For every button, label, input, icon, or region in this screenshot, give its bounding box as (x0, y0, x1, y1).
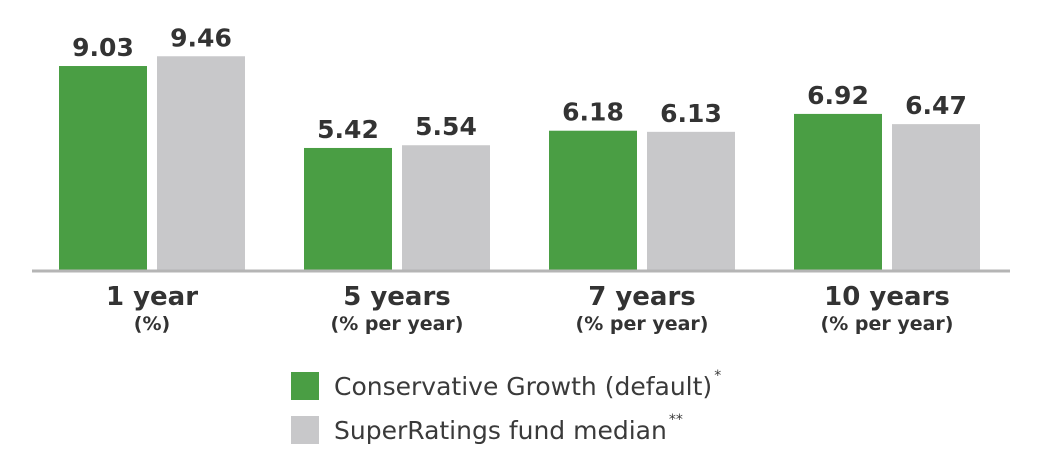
category-label-4: 10 years (824, 282, 950, 312)
legend-marker-series-1: * (714, 367, 722, 384)
data-label-2-4: 6.47 (905, 91, 967, 120)
category-label-1: 1 year (106, 282, 198, 312)
legend: Conservative Growth (default) * SuperRati… (291, 366, 721, 454)
bar-2-4 (892, 124, 980, 271)
legend-label-series-2: SuperRatings fund median ** (334, 412, 683, 445)
category-sublabel-4: (% per year) (821, 313, 954, 335)
bar-1-4 (794, 113, 882, 271)
bar-1-2 (304, 147, 392, 271)
data-label-1-1: 9.03 (72, 33, 134, 62)
legend-swatch-series-2 (291, 416, 319, 444)
legend-name-series-1: Conservative Growth (default) (334, 371, 713, 401)
legend-label-series-1: Conservative Growth (default) * (334, 368, 721, 401)
legend-item-series-1: Conservative Growth (default) * (291, 366, 721, 406)
data-label-2-3: 6.13 (660, 99, 722, 128)
category-sublabel-2: (% per year) (331, 313, 464, 335)
bar-2-2 (402, 145, 490, 271)
category-sublabel-1: (%) (134, 313, 170, 335)
data-label-1-3: 6.18 (562, 98, 624, 127)
legend-item-series-2: SuperRatings fund median ** (291, 410, 721, 450)
legend-swatch-series-1 (291, 372, 319, 400)
legend-marker-series-2: ** (668, 411, 683, 428)
data-label-1-4: 6.92 (807, 81, 869, 110)
category-label-3: 7 years (588, 282, 696, 312)
bar-1-3 (549, 130, 637, 271)
category-sublabel-3: (% per year) (576, 313, 709, 335)
bar-1-1 (59, 66, 147, 271)
data-label-2-1: 9.46 (170, 23, 232, 52)
legend-name-series-2: SuperRatings fund median (334, 415, 667, 445)
bar-2-3 (647, 131, 735, 271)
category-label-2: 5 years (343, 282, 451, 312)
bar-2-1 (157, 56, 245, 272)
data-label-1-2: 5.42 (317, 115, 379, 144)
bar-chart-plot: 9.03 9.461 year(%)5.42 5.545 years(% per y… (32, 23, 1010, 335)
data-label-2-2: 5.54 (415, 112, 477, 141)
